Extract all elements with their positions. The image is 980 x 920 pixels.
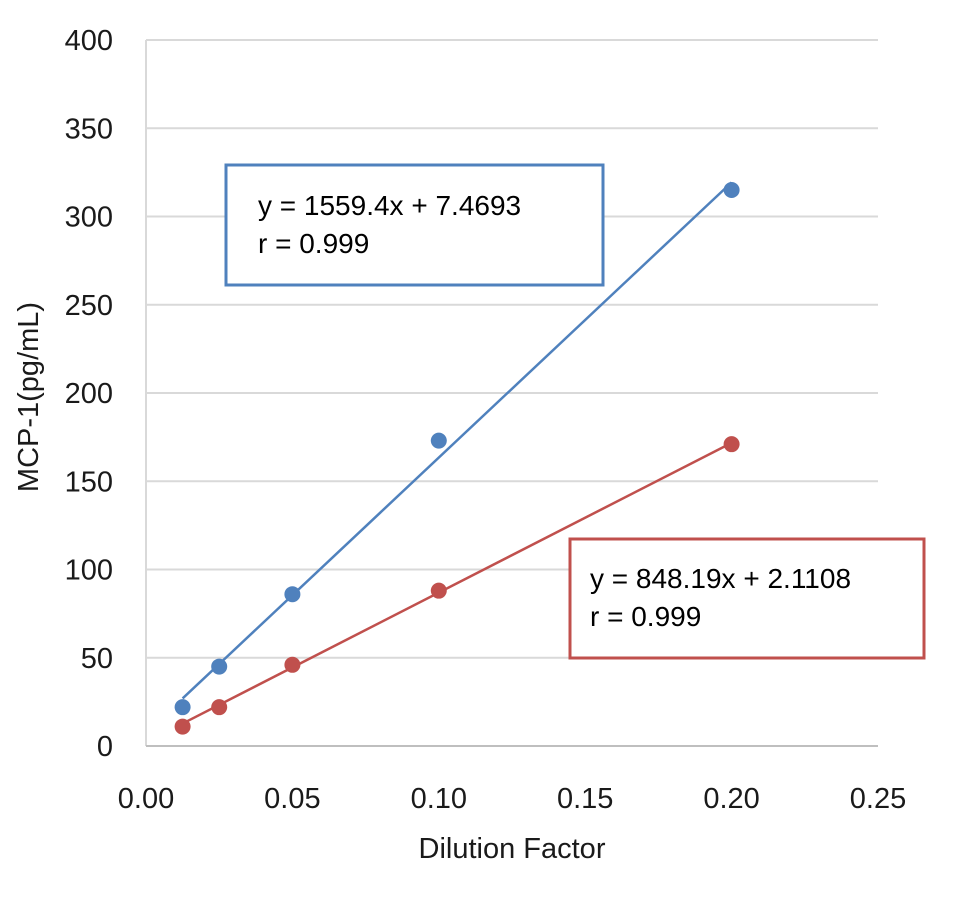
- y-tick-labels: 0 50 100 150 200 250 300 350 400: [65, 25, 113, 763]
- x-tick-label: 0.10: [411, 783, 467, 815]
- trendline-series-2: [182, 441, 733, 725]
- equation-box-series-2: y = 848.19x + 2.1108 r = 0.999: [568, 537, 926, 660]
- x-tick-label: 0.15: [557, 783, 613, 815]
- x-axis-title: Dilution Factor: [419, 833, 606, 865]
- data-point-series-2: [284, 656, 301, 673]
- data-point-series-1: [723, 182, 740, 199]
- data-points: [174, 182, 740, 735]
- y-tick-label: 0: [97, 731, 113, 763]
- equation-box-series-1: y = 1559.4x + 7.4693 r = 0.999: [224, 163, 605, 287]
- data-point-series-2: [174, 718, 191, 735]
- data-point-series-1: [284, 586, 301, 603]
- equation-label-series-2: y = 848.19x + 2.1108: [590, 563, 851, 594]
- y-tick-label: 50: [81, 643, 113, 675]
- data-point-series-2: [430, 582, 447, 599]
- r-label-series-1: r = 0.999: [258, 228, 369, 259]
- y-tick-label: 400: [65, 25, 113, 57]
- y-tick-label: 200: [65, 378, 113, 410]
- data-point-series-2: [211, 699, 228, 716]
- y-tick-label: 350: [65, 113, 113, 145]
- x-tick-label: 0.25: [850, 783, 906, 815]
- x-tick-label: 0.05: [264, 783, 320, 815]
- data-point-series-2: [723, 436, 740, 453]
- equation-label-series-1: y = 1559.4x + 7.4693: [258, 190, 521, 221]
- y-tick-label: 150: [65, 466, 113, 498]
- y-tick-label: 300: [65, 202, 113, 234]
- data-point-series-1: [174, 699, 191, 716]
- x-tick-labels: 0.00 0.05 0.10 0.15 0.20 0.25: [118, 783, 906, 815]
- trendlines: [181, 181, 733, 725]
- trendline-series-1: [181, 181, 733, 700]
- data-point-series-1: [211, 658, 228, 675]
- r-label-series-2: r = 0.999: [590, 601, 701, 632]
- y-tick-label: 100: [65, 555, 113, 587]
- y-tick-label: 250: [65, 290, 113, 322]
- data-point-series-1: [430, 432, 447, 449]
- x-tick-label: 0.20: [703, 783, 759, 815]
- gridlines: [145, 39, 878, 747]
- x-tick-label: 0.00: [118, 783, 174, 815]
- y-axis-title: MCP-1(pg/mL): [13, 302, 45, 492]
